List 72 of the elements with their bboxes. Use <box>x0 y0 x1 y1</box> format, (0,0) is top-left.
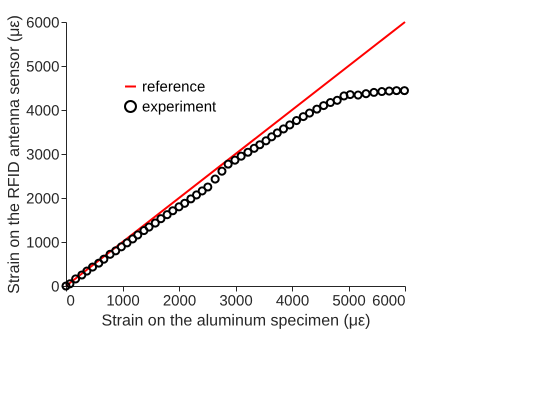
y-tick-label: 0 <box>51 278 60 296</box>
point <box>224 160 233 169</box>
point <box>65 279 74 288</box>
point <box>298 112 308 122</box>
point <box>144 222 154 232</box>
y-tick-label: 1000 <box>26 234 60 252</box>
point <box>261 136 271 146</box>
point <box>250 144 259 153</box>
x-tick-label: 0 <box>66 292 75 310</box>
point <box>203 182 212 192</box>
point <box>369 88 378 97</box>
point <box>128 234 138 244</box>
point <box>71 274 80 284</box>
point <box>192 190 202 200</box>
point <box>217 166 226 176</box>
point <box>116 242 126 252</box>
point <box>236 152 246 161</box>
point <box>88 262 98 272</box>
point <box>278 124 288 134</box>
y-tick-label: 3000 <box>26 146 60 164</box>
y-tick-label: 4000 <box>26 102 60 120</box>
legend-label: reference <box>142 78 206 96</box>
point <box>326 98 335 108</box>
point <box>354 90 363 100</box>
point <box>162 210 172 220</box>
point <box>292 116 302 126</box>
point <box>272 128 282 138</box>
x-tick-label: 4000 <box>276 292 310 310</box>
point <box>99 254 108 264</box>
point <box>174 202 184 212</box>
point <box>180 198 190 208</box>
y-tick-label: 5000 <box>26 58 60 76</box>
x-tick-label: 1000 <box>106 292 140 310</box>
point <box>243 148 252 157</box>
point <box>312 104 322 114</box>
point <box>361 89 371 98</box>
point <box>392 86 402 96</box>
point <box>106 250 115 259</box>
point <box>255 140 264 150</box>
y-tick-label: 6000 <box>26 14 60 32</box>
point <box>304 108 314 118</box>
point <box>94 258 104 268</box>
point <box>285 120 294 130</box>
point <box>339 91 349 100</box>
point <box>111 246 120 256</box>
x-tick-label: 5000 <box>332 292 366 310</box>
point <box>198 186 207 196</box>
y-tick-label: 2000 <box>26 190 60 208</box>
point <box>133 230 142 240</box>
x-tick-label: 3000 <box>219 292 253 310</box>
legend-label: experiment <box>142 98 218 116</box>
x-axis-title: Strain on the aluminum specimen (με) <box>102 312 370 330</box>
point <box>168 206 178 216</box>
point <box>332 96 342 105</box>
point <box>156 214 166 224</box>
point <box>186 194 196 204</box>
point <box>82 266 92 276</box>
point <box>377 86 386 96</box>
point <box>230 156 240 165</box>
point <box>400 86 409 96</box>
point <box>346 90 355 100</box>
point <box>139 226 149 236</box>
x-tick-label: 6000 <box>372 292 406 310</box>
point <box>150 218 160 228</box>
point <box>384 86 394 96</box>
point <box>210 174 220 184</box>
point <box>77 270 86 280</box>
x-tick-label: 2000 <box>162 292 196 310</box>
point <box>122 238 132 248</box>
y-axis-title: Strain on the RFID antenna sensor (με) <box>6 15 24 294</box>
point <box>267 132 276 142</box>
point <box>319 101 328 110</box>
